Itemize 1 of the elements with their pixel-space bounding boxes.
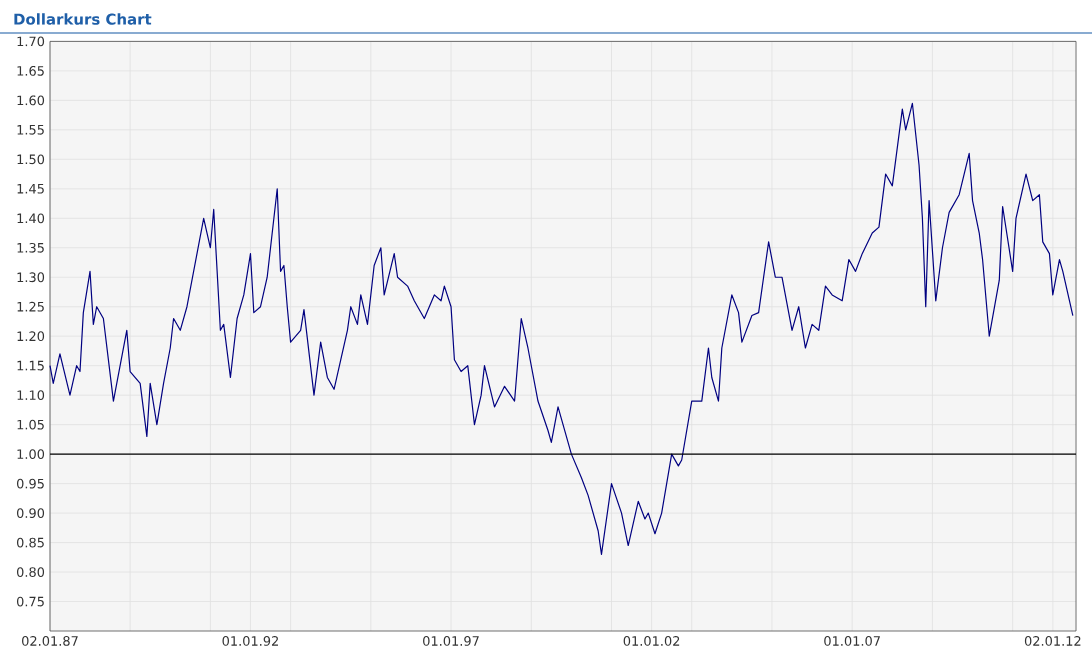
line-series (49, 102, 1074, 555)
